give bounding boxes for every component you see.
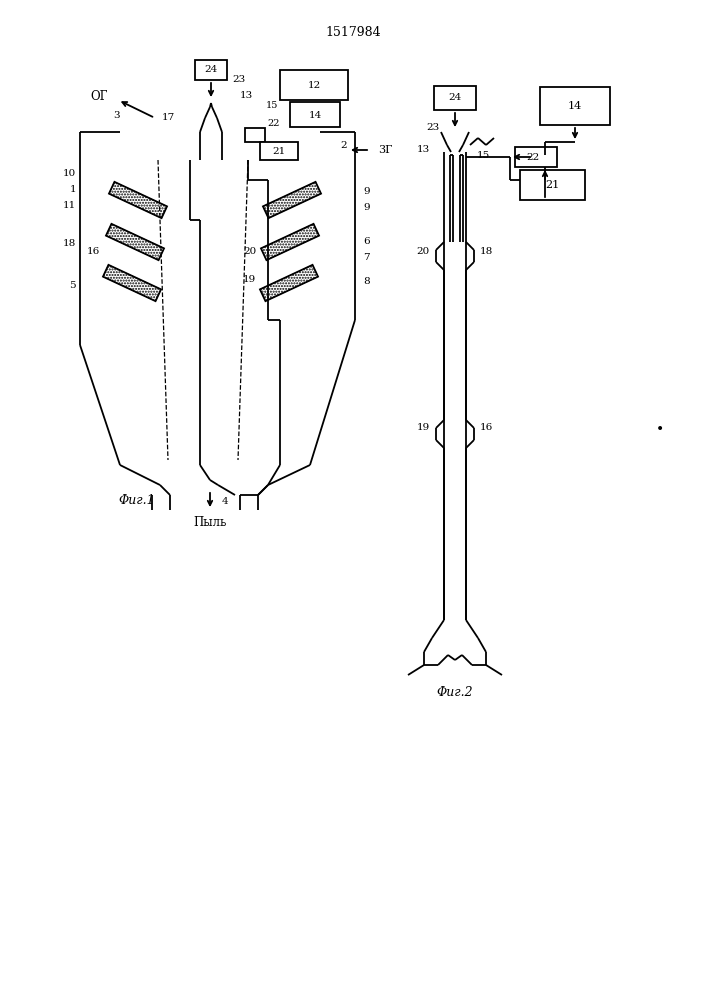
Text: 23: 23 [232,75,245,84]
Text: Φиг.1: Φиг.1 [118,493,155,506]
Text: 12: 12 [308,81,321,90]
Text: 9: 9 [363,202,370,212]
Text: 14: 14 [308,110,322,119]
Text: 3: 3 [113,111,120,120]
Bar [290,102,340,127]
Bar [280,70,348,100]
Text: 9: 9 [363,188,370,196]
Bar [515,147,557,167]
Text: 11: 11 [63,200,76,210]
Bar [434,86,476,110]
Bar [260,142,298,160]
Text: 24: 24 [204,66,218,75]
Text: Φиг.2: Φиг.2 [437,686,473,698]
Text: 14: 14 [568,101,582,111]
Bar [520,170,585,200]
Text: 18: 18 [480,247,493,256]
Text: 6: 6 [363,237,370,246]
Text: 19: 19 [416,424,430,432]
Text: 10: 10 [63,169,76,178]
Text: 13: 13 [240,91,253,100]
Text: 20: 20 [243,247,256,256]
Text: 18: 18 [63,238,76,247]
Polygon shape [109,182,167,218]
Text: 16: 16 [480,424,493,432]
Text: 22: 22 [268,119,280,128]
Text: 4: 4 [222,496,228,506]
Text: 8: 8 [363,277,370,286]
Bar [540,87,610,125]
Text: 13: 13 [416,145,430,154]
Text: 20: 20 [416,247,430,256]
Text: 21: 21 [545,180,559,190]
Polygon shape [103,265,161,301]
Polygon shape [263,182,321,218]
Text: 15: 15 [266,101,278,109]
Text: 22: 22 [527,152,539,161]
Bar [195,60,227,80]
Text: 16: 16 [87,247,100,256]
Text: 7: 7 [363,253,370,262]
Text: 5: 5 [69,280,76,290]
Text: Пыль: Пыль [193,516,227,528]
Polygon shape [260,265,318,301]
Text: 21: 21 [272,147,286,156]
Polygon shape [106,224,164,260]
Text: 17: 17 [162,113,175,122]
Text: 3Г: 3Г [378,145,392,155]
Bar [245,128,265,142]
Text: •: • [656,423,664,437]
Text: ОГ: ОГ [90,90,108,103]
Polygon shape [261,224,319,260]
Text: 24: 24 [448,94,462,103]
Text: 1: 1 [69,186,76,194]
Text: 1517984: 1517984 [325,26,381,39]
Text: 2: 2 [340,141,346,150]
Text: 19: 19 [243,275,256,284]
Text: 23: 23 [427,122,440,131]
Text: 15: 15 [477,150,490,159]
